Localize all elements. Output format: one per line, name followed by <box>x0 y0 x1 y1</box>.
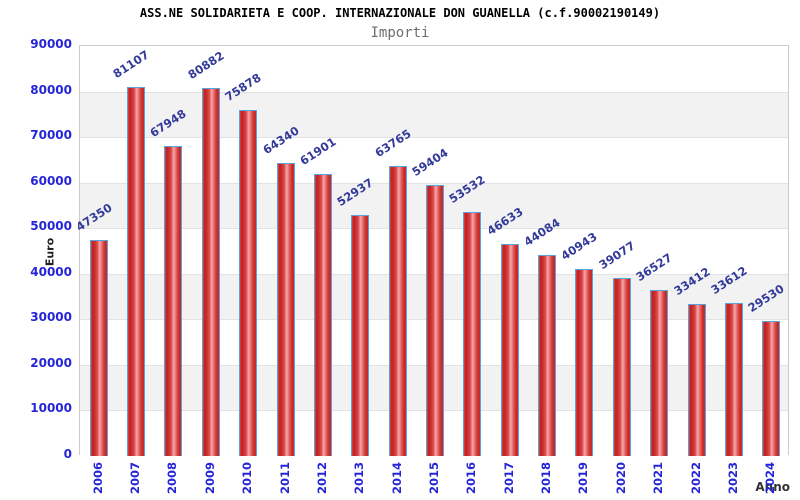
y-axis-title: Euro <box>43 237 57 267</box>
bar-2011 <box>276 162 295 456</box>
x-tick-label: 2016 <box>464 461 479 495</box>
y-tick-label: 90000 <box>30 37 72 51</box>
bar-2006 <box>89 240 108 456</box>
y-tick-label: 10000 <box>30 401 72 416</box>
bar-2024 <box>762 321 781 456</box>
bar-2022 <box>687 303 706 456</box>
bar-2017 <box>500 243 519 456</box>
bar-2018 <box>538 255 557 456</box>
y-tick-label: 70000 <box>30 128 72 143</box>
bar-2023 <box>724 302 743 456</box>
y-tick-label: 0 <box>63 447 72 461</box>
x-tick-label: 2023 <box>725 461 740 495</box>
x-tick-label: 2014 <box>389 461 404 495</box>
x-tick-label: 2011 <box>277 461 292 495</box>
x-tick-label: 2010 <box>240 461 255 495</box>
x-tick-label: 2019 <box>576 461 591 495</box>
y-tick-label: 50000 <box>30 219 72 234</box>
y-tick-label: 80000 <box>30 82 72 97</box>
x-tick-label: 2022 <box>688 461 703 495</box>
background-band <box>80 137 788 183</box>
y-tick-label: 20000 <box>30 355 72 370</box>
bar-2015 <box>426 185 444 456</box>
x-tick-label: 2015 <box>427 461 441 495</box>
x-tick-label: 2013 <box>352 461 367 495</box>
y-tick-label: 30000 <box>30 310 72 325</box>
bar-2014 <box>388 165 407 456</box>
x-tick-label: 2020 <box>613 461 628 495</box>
bar-2007 <box>127 86 146 456</box>
x-tick-label: 2024 <box>763 461 778 495</box>
bar-2010 <box>239 110 258 456</box>
x-tick-label: 2007 <box>128 461 143 495</box>
bar-2021 <box>650 289 669 456</box>
gridline <box>80 182 788 184</box>
background-band <box>80 91 788 138</box>
x-tick-label: 2006 <box>90 461 105 495</box>
bar-2016 <box>463 212 482 456</box>
x-axis-title: Anno <box>755 480 790 494</box>
background-band <box>80 46 788 92</box>
bar-2009 <box>201 87 220 456</box>
x-tick-label: 2021 <box>651 461 666 495</box>
bar-2013 <box>351 214 370 456</box>
chart-subtitle: Importi <box>370 25 430 41</box>
bar-2020 <box>612 277 631 456</box>
x-tick-label: 2008 <box>165 461 180 495</box>
bar-2012 <box>313 174 332 456</box>
gridline <box>80 137 788 139</box>
bar-2008 <box>164 146 183 456</box>
bar-2019 <box>575 269 594 456</box>
gridline <box>80 91 788 93</box>
plot-area <box>79 45 789 456</box>
x-tick-label: 2018 <box>539 461 554 495</box>
y-tick-label: 40000 <box>30 264 72 279</box>
x-tick-label: 2012 <box>314 461 329 495</box>
y-tick-label: 60000 <box>30 173 72 188</box>
chart-title: ASS.NE SOLIDARIETA E COOP. INTERNAZIONAL… <box>139 6 661 20</box>
x-tick-label: 2009 <box>202 461 217 495</box>
x-tick-label: 2017 <box>501 461 516 495</box>
